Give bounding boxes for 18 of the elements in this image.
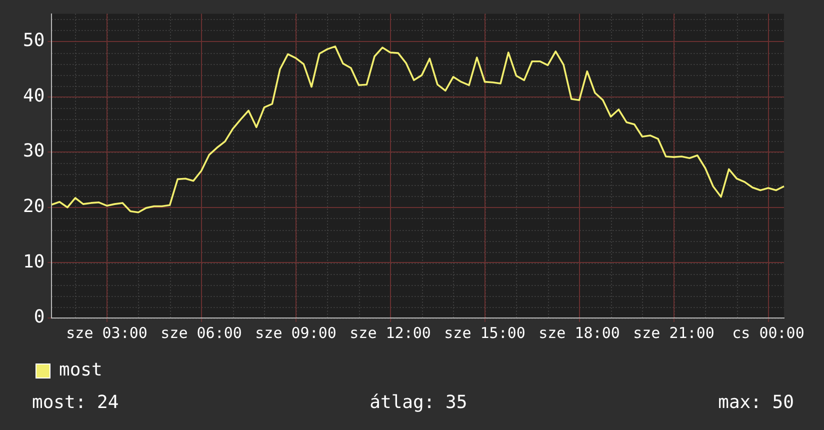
x-tick-label: sze 06:00 (160, 324, 242, 342)
text: max: 50 (718, 392, 794, 413)
x-tick-label: sze 15:00 (444, 324, 526, 342)
text: átlag: 35 (370, 392, 468, 413)
y-tick-label: 10 (22, 251, 45, 272)
x-tick-label: sze 03:00 (66, 324, 148, 342)
legend-label: most (59, 360, 102, 381)
x-tick-label: sze 09:00 (255, 324, 336, 342)
x-tick-label: sze 21:00 (633, 324, 714, 342)
x-tick-label: sze 12:00 (350, 324, 431, 342)
y-tick-label: 40 (22, 85, 45, 106)
y-tick-label: 0 (34, 306, 45, 328)
y-tick-label: 50 (22, 30, 45, 52)
text: most: 24 (32, 392, 119, 413)
x-tick-label: sze 18:00 (538, 324, 620, 342)
y-tick-label: 20 (22, 196, 45, 218)
y-tick-label: 30 (22, 140, 45, 162)
x-tick-label: cs 00:00 (732, 324, 804, 342)
